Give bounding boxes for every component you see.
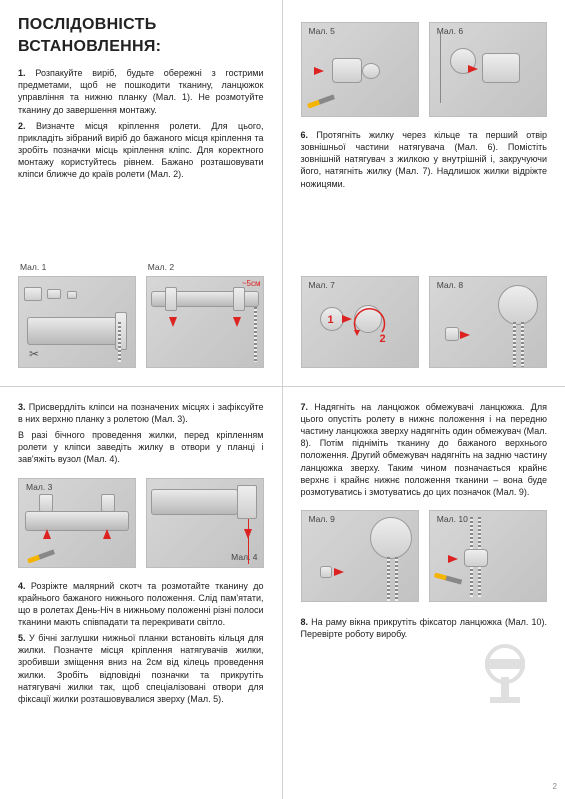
quadrant-top-right: Мал. 5 Мал. 6 6. Протягніть жилку через …: [283, 0, 565, 387]
figure-2-label: Мал. 2: [146, 262, 264, 273]
figure-1-label: Мал. 1: [18, 262, 136, 273]
figure-7: Мал. 7 1 2: [301, 276, 419, 368]
step-6: 6. Протягніть жилку через кільце та перш…: [301, 129, 548, 190]
figure-1: Мал. 1 ✂: [18, 262, 136, 367]
step-3b: В разі бічного проведення жилки, перед к…: [18, 429, 264, 465]
figure-8: Мал. 8: [429, 276, 547, 368]
quadrant-bottom-right: 7. Надягніть на ланцюжок обмежувачі ланц…: [283, 387, 565, 799]
screwdriver-icon: [27, 549, 55, 563]
figure-10: Мал. 10: [429, 510, 547, 602]
quadrant-top-left: ПОСЛІДОВНІСТЬ ВСТАНОВЛЕННЯ: 1. Розпакуйт…: [0, 0, 283, 387]
screwdriver-icon: [306, 94, 334, 108]
figure-6: Мал. 6: [429, 22, 547, 117]
dim-5cm: ~5см: [242, 279, 261, 290]
step-2: 2. Визначте місця кріплення ролети. Для …: [18, 120, 264, 181]
watermark-icon: [470, 639, 540, 709]
scissors-icon: ✂: [29, 346, 39, 362]
figure-5: Мал. 5: [301, 22, 419, 117]
figure-9: Мал. 9: [301, 510, 419, 602]
figure-4: Мал. 4: [146, 478, 264, 568]
quadrant-bottom-left: 3. Присвердліть кліпси на позначених міс…: [0, 387, 283, 799]
figure-6-label: Мал. 6: [435, 26, 463, 37]
figure-4-label: Мал. 4: [229, 552, 257, 563]
step-3a: 3. Присвердліть кліпси на позначених міс…: [18, 401, 264, 425]
step-1: 1. Розпакуйте виріб, будьте обережні з г…: [18, 67, 264, 116]
figure-2: Мал. 2 ~5см: [146, 262, 264, 367]
main-title: ПОСЛІДОВНІСТЬ ВСТАНОВЛЕННЯ:: [18, 14, 264, 57]
figure-9-label: Мал. 9: [307, 514, 335, 525]
figure-10-label: Мал. 10: [435, 514, 468, 525]
figure-3-label: Мал. 3: [24, 482, 52, 493]
figure-7-label: Мал. 7: [307, 280, 335, 291]
screwdriver-icon: [434, 572, 462, 584]
step-4: 4. Розріжте малярний скотч та розмотайте…: [18, 580, 264, 629]
figure-5-label: Мал. 5: [307, 26, 335, 37]
step-5: 5. У бічні заглушки нижньої планки встан…: [18, 632, 264, 705]
step-7: 7. Надягніть на ланцюжок обмежувачі ланц…: [301, 401, 548, 498]
page-number: 2: [553, 782, 557, 793]
callout-1: 1: [328, 313, 334, 328]
figure-8-label: Мал. 8: [435, 280, 463, 291]
figure-3: Мал. 3: [18, 478, 136, 568]
step-8: 8. На раму вікна прикрутіть фіксатор лан…: [301, 616, 548, 640]
